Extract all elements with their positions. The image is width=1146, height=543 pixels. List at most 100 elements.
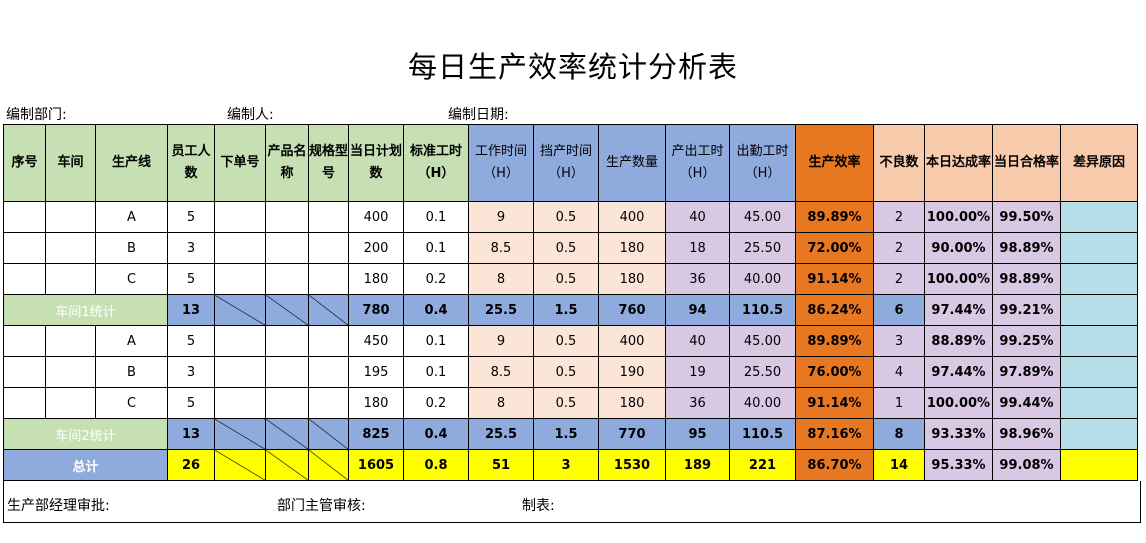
slash-cell (214, 418, 266, 450)
staff-cell: 3 (167, 356, 215, 388)
slash-cell (308, 294, 349, 326)
attend-hours-cell: 40.00 (729, 263, 796, 295)
attend-hours-cell: 110.5 (729, 418, 796, 450)
slash-cell (308, 418, 349, 450)
line-cell: A (95, 201, 168, 233)
output-hours-cell: 40 (665, 201, 730, 233)
efficiency-table: 序号 车间 生产线 员工人数 下单号 产品名称 规格型号 当日计划数 标准工时（… (3, 124, 1138, 481)
header-order-no: 下单号 (214, 124, 266, 202)
product-name-cell (265, 387, 309, 419)
supervisor-review-label: 部门主管审核: (277, 498, 366, 514)
page-title: 每日生产效率统计分析表 (407, 50, 738, 84)
summary-label: 车间1统计 (3, 294, 168, 326)
header-std-hours: 标准工时（H） (403, 124, 469, 202)
work-time-cell: 8.5 (468, 232, 534, 264)
stop-time-cell: 3 (533, 449, 599, 481)
output-hours-cell: 19 (665, 356, 730, 388)
plan-cell: 180 (348, 387, 404, 419)
summary-row: 车间2统计 13 825 0.4 25.5 1.5 770 95 110.5 8… (3, 418, 1138, 450)
work-time-cell: 25.5 (468, 418, 534, 450)
plan-cell: 180 (348, 263, 404, 295)
product-name-cell (265, 356, 309, 388)
plan-cell: 825 (348, 418, 404, 450)
spec-cell (308, 201, 349, 233)
seq-cell (3, 263, 46, 295)
std-hours-cell: 0.8 (403, 449, 469, 481)
defects-cell: 3 (873, 325, 925, 357)
table-row: B 3 200 0.1 8.5 0.5 180 18 25.50 72.00% … (3, 232, 1138, 264)
table-row: C 5 180 0.2 8 0.5 180 36 40.00 91.14% 2 … (3, 263, 1138, 295)
pass-rate-cell: 98.89% (992, 232, 1061, 264)
variance-cell (1060, 325, 1138, 357)
stop-time-cell: 0.5 (533, 387, 599, 419)
defects-cell: 2 (873, 263, 925, 295)
order-no-cell (214, 387, 266, 419)
header-variance: 差异原因 (1060, 124, 1138, 202)
plan-cell: 1605 (348, 449, 404, 481)
header-workshop: 车间 (45, 124, 96, 202)
product-name-cell (265, 325, 309, 357)
output-hours-cell: 95 (665, 418, 730, 450)
staff-cell: 13 (167, 418, 215, 450)
product-name-cell (265, 263, 309, 295)
plan-cell: 200 (348, 232, 404, 264)
product-name-cell (265, 201, 309, 233)
header-output-hours: 产出工时（H） (665, 124, 730, 202)
std-hours-cell: 0.1 (403, 356, 469, 388)
achieve-rate-cell: 100.00% (924, 387, 993, 419)
output-hours-cell: 36 (665, 387, 730, 419)
achieve-rate-cell: 97.44% (924, 356, 993, 388)
spec-cell (308, 263, 349, 295)
stop-time-cell: 1.5 (533, 294, 599, 326)
pass-rate-cell: 99.21% (992, 294, 1061, 326)
variance-cell (1060, 356, 1138, 388)
achieve-rate-cell: 88.89% (924, 325, 993, 357)
author-label: 编制人: (227, 107, 274, 123)
pass-rate-cell: 97.89% (992, 356, 1061, 388)
slash-cell (214, 294, 266, 326)
seq-cell (3, 232, 46, 264)
staff-cell: 13 (167, 294, 215, 326)
table-row: A 5 400 0.1 9 0.5 400 40 45.00 89.89% 2 … (3, 201, 1138, 233)
stop-time-cell: 0.5 (533, 263, 599, 295)
output-qty-cell: 400 (598, 325, 666, 357)
header-achieve-rate: 本日达成率 (924, 124, 993, 202)
efficiency-cell: 87.16% (795, 418, 874, 450)
attend-hours-cell: 25.50 (729, 232, 796, 264)
preparer-label: 制表: (522, 498, 555, 514)
order-no-cell (214, 232, 266, 264)
variance-cell (1060, 201, 1138, 233)
efficiency-cell: 76.00% (795, 356, 874, 388)
defects-cell: 4 (873, 356, 925, 388)
work-time-cell: 51 (468, 449, 534, 481)
output-hours-cell: 36 (665, 263, 730, 295)
efficiency-cell: 86.24% (795, 294, 874, 326)
output-hours-cell: 18 (665, 232, 730, 264)
efficiency-cell: 89.89% (795, 325, 874, 357)
spec-cell (308, 232, 349, 264)
dept-label: 编制部门: (6, 107, 67, 123)
defects-cell: 8 (873, 418, 925, 450)
defects-cell: 2 (873, 201, 925, 233)
std-hours-cell: 0.1 (403, 325, 469, 357)
spec-cell (308, 325, 349, 357)
std-hours-cell: 0.2 (403, 263, 469, 295)
achieve-rate-cell: 95.33% (924, 449, 993, 481)
pass-rate-cell: 99.25% (992, 325, 1061, 357)
defects-cell: 1 (873, 387, 925, 419)
slash-cell (214, 449, 266, 481)
defects-cell: 2 (873, 232, 925, 264)
staff-cell: 5 (167, 387, 215, 419)
workshop-cell (45, 232, 96, 264)
workshop-cell (45, 263, 96, 295)
product-name-cell (265, 232, 309, 264)
line-cell: C (95, 263, 168, 295)
attend-hours-cell: 110.5 (729, 294, 796, 326)
variance-cell (1060, 263, 1138, 295)
table-row: C 5 180 0.2 8 0.5 180 36 40.00 91.14% 1 … (3, 387, 1138, 419)
variance-cell (1060, 232, 1138, 264)
spec-cell (308, 387, 349, 419)
achieve-rate-cell: 93.33% (924, 418, 993, 450)
header-work-time: 工作时间（H） (468, 124, 534, 202)
table-row: A 5 450 0.1 9 0.5 400 40 45.00 89.89% 3 … (3, 325, 1138, 357)
